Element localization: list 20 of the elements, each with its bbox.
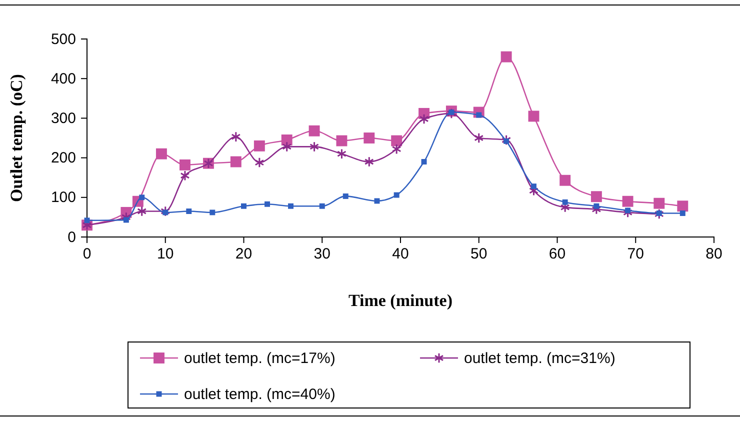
y-axis-title: Outlet temp. (oC) — [7, 74, 26, 202]
y-tick-label: 400 — [50, 70, 76, 88]
y-tick-label: 0 — [68, 228, 76, 246]
legend-label: outlet temp. (mc=17%) — [184, 350, 336, 367]
legend-label: outlet temp. (mc=40%) — [184, 386, 336, 403]
x-tick-label: 40 — [392, 246, 409, 263]
x-tick-label: 80 — [706, 246, 722, 263]
y-tick-label: 200 — [50, 150, 76, 167]
x-tick-label: 50 — [470, 246, 488, 263]
x-tick-label: 0 — [82, 246, 92, 263]
x-tick-label: 10 — [157, 246, 174, 263]
legend-label: outlet temp. (mc=31%) — [464, 350, 616, 367]
x-tick-label: 70 — [627, 246, 644, 263]
y-tick-label: 300 — [50, 110, 76, 127]
x-axis-title: Time (minute) — [348, 291, 453, 310]
x-tick-label: 60 — [548, 246, 566, 263]
y-tick-label: 100 — [50, 189, 76, 206]
y-tick-label: 500 — [50, 30, 76, 48]
x-tick-label: 20 — [235, 246, 252, 263]
x-tick-label: 30 — [314, 246, 330, 263]
